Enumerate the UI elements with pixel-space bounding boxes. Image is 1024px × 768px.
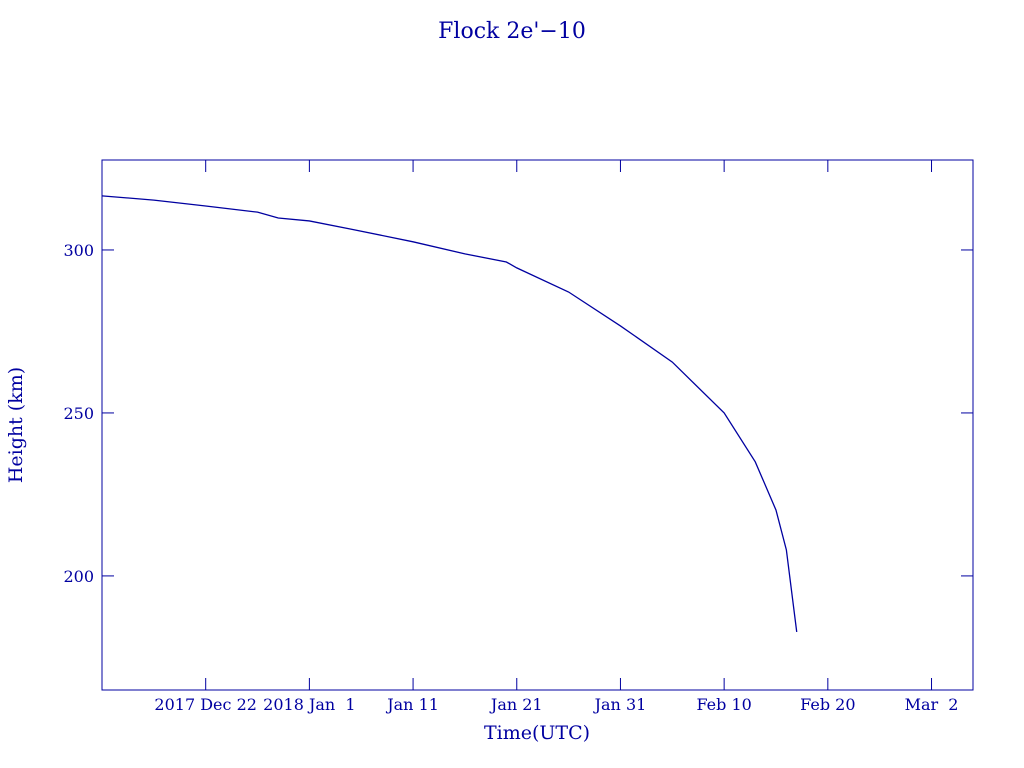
x-tick-label: Jan 21 xyxy=(489,695,543,714)
x-tick-label: 2017 Dec 22 xyxy=(154,695,257,714)
y-axis-label: Height (km) xyxy=(5,367,27,483)
chart-title: Flock 2e'−10 xyxy=(438,19,586,44)
x-axis-label: Time(UTC) xyxy=(484,722,590,744)
y-tick-label: 250 xyxy=(63,404,94,423)
x-tick-label: Jan 31 xyxy=(593,695,647,714)
y-tick-label: 200 xyxy=(63,567,94,586)
x-tick-label: Feb 20 xyxy=(800,695,855,714)
plot-frame xyxy=(101,159,974,691)
x-tick-label: Feb 10 xyxy=(696,695,751,714)
data-line xyxy=(101,195,798,633)
x-tick-label: 2018 Jan 1 xyxy=(263,695,355,714)
x-tick-label: Mar 2 xyxy=(905,695,959,714)
x-tick-label: Jan 11 xyxy=(385,695,439,714)
y-tick-label: 300 xyxy=(63,241,94,260)
